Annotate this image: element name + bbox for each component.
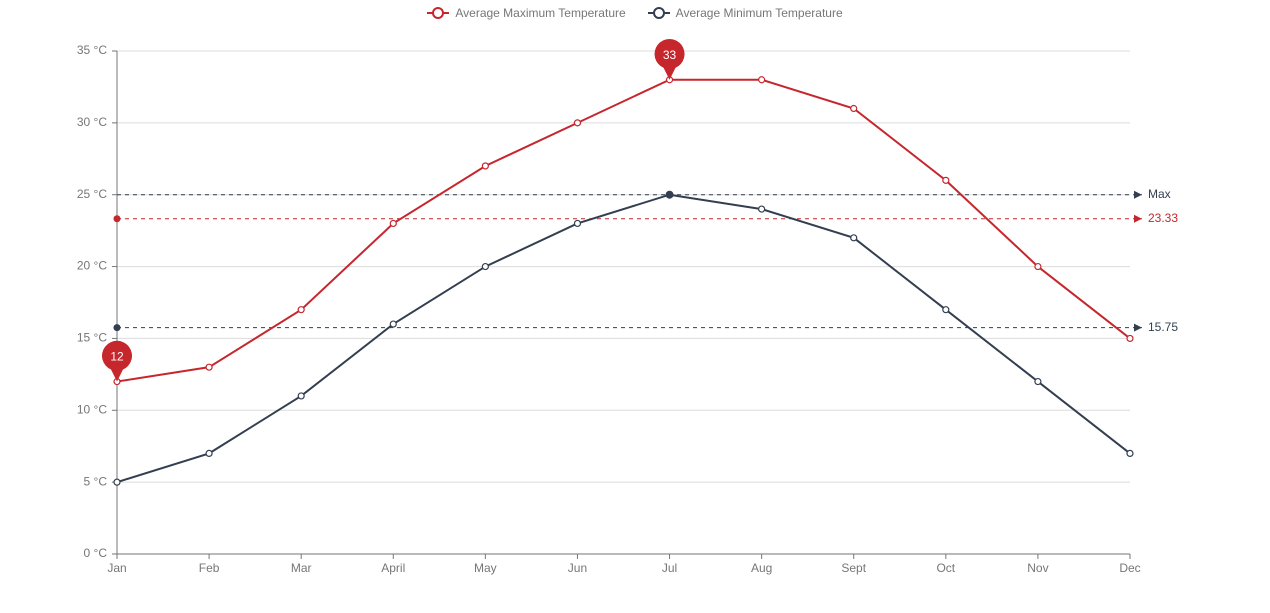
series-marker[interactable] [390, 321, 396, 327]
series-line [117, 80, 1130, 382]
y-axis-tick-label: 20 °C [77, 259, 107, 273]
legend-item-max-temp[interactable]: Average Maximum Temperature [427, 6, 625, 20]
series-marker[interactable] [574, 220, 580, 226]
series-marker[interactable] [759, 206, 765, 212]
series-marker[interactable] [298, 307, 304, 313]
series-marker[interactable] [1127, 335, 1133, 341]
x-axis-tick-label: Mar [291, 561, 312, 575]
legend-label-max: Average Maximum Temperature [455, 6, 625, 20]
y-axis-tick-label: 30 °C [77, 115, 107, 129]
series-marker[interactable] [390, 220, 396, 226]
series-marker[interactable] [482, 264, 488, 270]
series-marker[interactable] [943, 307, 949, 313]
x-axis-tick-label: Aug [751, 561, 772, 575]
x-axis-tick-label: Dec [1119, 561, 1140, 575]
series-marker[interactable] [943, 177, 949, 183]
y-axis-tick-label: 10 °C [77, 402, 107, 416]
svg-text:33: 33 [663, 48, 677, 62]
reference-line-label: Max [1148, 187, 1171, 201]
x-axis-tick-label: Nov [1027, 561, 1048, 575]
svg-text:12: 12 [110, 350, 124, 364]
series-marker[interactable] [1035, 264, 1041, 270]
x-axis-tick-label: Feb [199, 561, 220, 575]
series-marker[interactable] [574, 120, 580, 126]
y-axis-tick-label: 35 °C [77, 43, 107, 57]
reference-line-label: 15.75 [1148, 320, 1178, 334]
temperature-chart: Average Maximum Temperature Average Mini… [0, 0, 1270, 609]
x-axis-tick-label: Oct [936, 561, 955, 575]
series-marker[interactable] [851, 235, 857, 241]
legend-swatch-min-icon [648, 7, 670, 19]
y-axis-tick-label: 25 °C [77, 187, 107, 201]
legend: Average Maximum Temperature Average Mini… [0, 0, 1270, 26]
y-axis-tick-label: 15 °C [77, 331, 107, 345]
series-marker[interactable] [206, 364, 212, 370]
x-axis-tick-label: Sept [841, 561, 866, 575]
series-marker[interactable] [851, 105, 857, 111]
x-axis-tick-label: Jun [568, 561, 587, 575]
series-marker[interactable] [759, 77, 765, 83]
x-axis-tick-label: Jul [662, 561, 677, 575]
series-marker[interactable] [1127, 450, 1133, 456]
chart-canvas: 0 °C 5 °C 10 °C 15 °C 20 °C 25 °C 30 °C 35 °C Ja… [0, 26, 1270, 609]
x-axis-tick-label: April [381, 561, 405, 575]
x-axis-tick-label: May [474, 561, 497, 575]
series-marker[interactable] [206, 450, 212, 456]
series-marker[interactable] [114, 479, 120, 485]
legend-label-min: Average Minimum Temperature [676, 6, 843, 20]
y-axis-tick-label: 0 °C [84, 546, 108, 560]
legend-swatch-max-icon [427, 7, 449, 19]
series-marker[interactable] [298, 393, 304, 399]
reference-line-label: 23.33 [1148, 211, 1178, 225]
value-pin: 12 [102, 341, 132, 382]
series-marker[interactable] [482, 163, 488, 169]
y-axis-tick-label: 5 °C [84, 474, 108, 488]
value-pin: 33 [655, 39, 685, 80]
legend-item-min-temp[interactable]: Average Minimum Temperature [648, 6, 843, 20]
series-marker[interactable] [1035, 379, 1041, 385]
x-axis-tick-label: Jan [107, 561, 126, 575]
